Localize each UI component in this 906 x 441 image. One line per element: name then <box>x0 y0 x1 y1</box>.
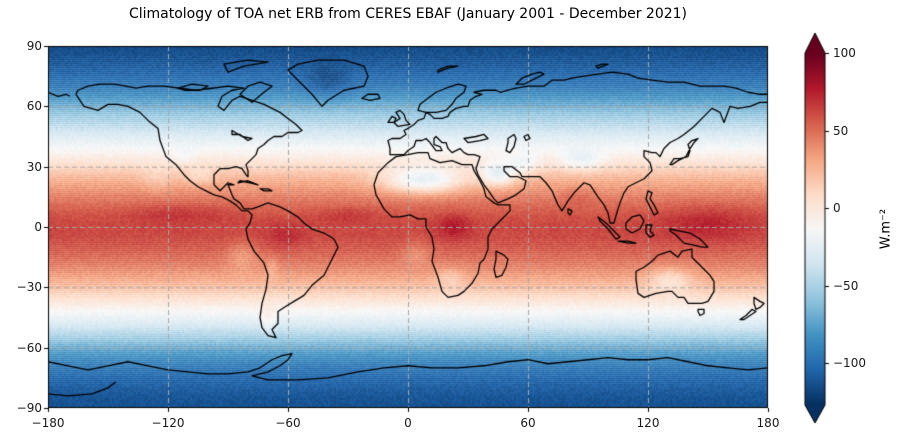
colorbar-tick-label: −100 <box>833 356 866 371</box>
x-tick-label: 120 <box>636 416 660 430</box>
colorbar-unit-label: W.m⁻² <box>878 208 894 250</box>
y-tick-label: 90 <box>26 39 42 53</box>
y-tick-label: −30 <box>16 280 42 295</box>
x-tick-label: −60 <box>275 416 301 430</box>
x-tick-label: 60 <box>520 416 536 430</box>
y-tick-label: −90 <box>16 401 42 415</box>
x-tick-label: −120 <box>151 416 185 430</box>
y-tick-label: −60 <box>16 340 42 355</box>
y-tick-label: 60 <box>26 99 42 114</box>
y-tick-label: 30 <box>26 159 42 174</box>
x-tick-label: 180 <box>756 416 780 430</box>
colorbar-tick-label: 50 <box>833 123 849 138</box>
colorbar-tick-label: 0 <box>833 201 841 216</box>
colorbar-tick-label: −50 <box>833 278 859 293</box>
x-tick-label: −180 <box>31 416 65 430</box>
colorbar-tick-label: 100 <box>833 46 856 60</box>
chart-title: Climatology of TOA net ERB from CERES EB… <box>128 6 688 22</box>
y-tick-label: 0 <box>34 220 42 234</box>
x-tick-label: 0 <box>404 416 412 430</box>
